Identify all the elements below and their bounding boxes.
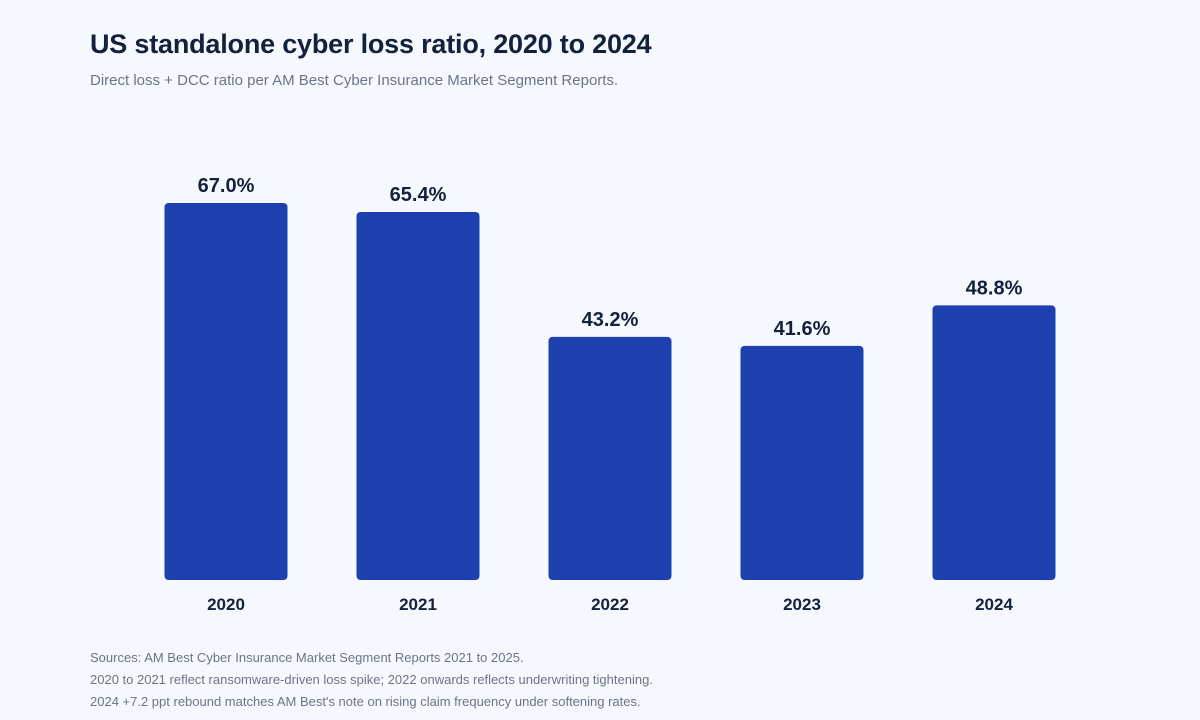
footnote-sources: Sources: AM Best Cyber Insurance Market …: [90, 650, 524, 665]
bar-2024: [932, 305, 1056, 580]
bar-2021: [356, 212, 480, 580]
footnote-rebound: 2024 +7.2 ppt rebound matches AM Best's …: [90, 694, 641, 709]
value-label-2020: 67.0%: [198, 175, 255, 197]
value-label-2022: 43.2%: [582, 309, 639, 331]
value-label-2024: 48.8%: [966, 277, 1023, 299]
value-label-2023: 41.6%: [774, 318, 831, 340]
footnote-trend: 2020 to 2021 reflect ransomware-driven l…: [90, 672, 653, 687]
x-tick-label-2022: 2022: [591, 595, 629, 614]
x-tick-label-2023: 2023: [783, 595, 821, 614]
x-tick-label-2020: 2020: [207, 595, 245, 614]
chart-subtitle: Direct loss + DCC ratio per AM Best Cybe…: [90, 72, 619, 89]
footnotes: Sources: AM Best Cyber Insurance Market …: [90, 647, 653, 713]
bar-2022: [548, 336, 672, 580]
bar-2020: [164, 203, 288, 580]
chart-title: US standalone cyber loss ratio, 2020 to …: [90, 29, 652, 59]
x-tick-label-2021: 2021: [399, 595, 437, 614]
x-tick-label-2024: 2024: [975, 595, 1013, 614]
bar-chart: 67.0% 2020 65.4% 2021 43.2% 2022 41.6% 2023 48.8…: [164, 175, 1056, 614]
bar-2023: [740, 345, 864, 580]
value-label-2021: 65.4%: [390, 184, 447, 206]
